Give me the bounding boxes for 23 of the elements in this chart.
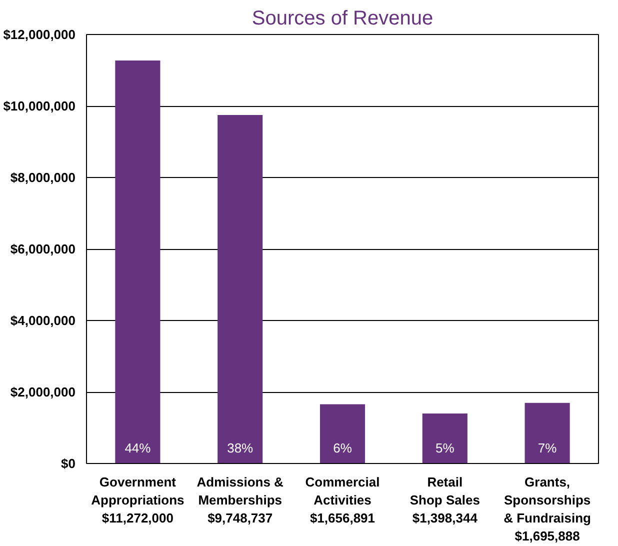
x-tick-label: Government Appropriations $11,272,000 (91, 474, 184, 526)
bar (320, 404, 366, 464)
annotation: 5% (436, 440, 455, 456)
y-tick-label: $2,000,000 (10, 384, 76, 400)
bar (422, 414, 468, 464)
x-tick-label: Commercial Activities $1,656,891 (305, 474, 380, 526)
x-tick-label: Retail Shop Sales $1,398,344 (410, 474, 480, 526)
chart-title: Sources of Revenue (252, 8, 434, 30)
y-tick-label: $8,000,000 (10, 170, 76, 185)
annotation: 44% (124, 440, 152, 456)
bar (218, 114, 263, 464)
y-tick-label: $12,000,000 (3, 27, 76, 42)
y-tick-label: $0 (61, 456, 76, 471)
bar (115, 60, 160, 464)
bar (524, 402, 570, 464)
y-tick-label: $6,000,000 (10, 242, 76, 256)
annotation: 38% (227, 440, 254, 456)
annotation: 7% (538, 440, 558, 456)
annotation: 6% (333, 440, 352, 456)
y-tick-label: $4,000,000 (10, 313, 76, 328)
y-tick-label: $10,000,000 (3, 98, 76, 114)
x-tick-label: Grants, Sponsorships & Fundraising $1,695,888 (504, 474, 592, 544)
x-tick-label: Admissions & Memberships $9,748,737 (196, 474, 284, 526)
